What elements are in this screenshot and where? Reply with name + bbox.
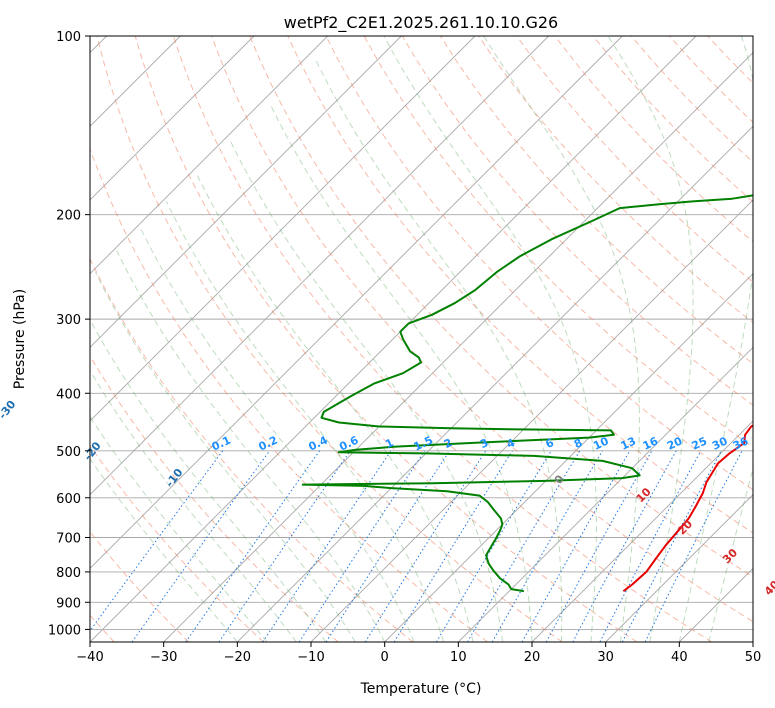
y-axis-label: Pressure (hPa) <box>12 289 28 389</box>
x-tick-label: 50 <box>745 650 762 665</box>
y-tick-label: 600 <box>56 492 81 507</box>
y-tick-label: 500 <box>56 445 81 460</box>
x-tick-label: −20 <box>224 650 251 665</box>
mixing-ratio-line <box>298 450 426 642</box>
dewpoint-line <box>301 194 753 593</box>
isotherm-line <box>531 420 753 642</box>
sounding-series <box>301 194 753 593</box>
mixing-ratio-label: 30 <box>710 434 730 452</box>
mixing-ratio-line <box>218 450 351 642</box>
y-tick-label: 400 <box>56 387 81 402</box>
mixing-ratio-label: 10 <box>591 434 611 452</box>
moist-adiabat-line <box>483 36 640 642</box>
y-tick-label: 900 <box>56 596 81 611</box>
dry-adiabat-line <box>211 36 753 623</box>
dry-adiabat-line <box>249 36 753 578</box>
moist-adiabat-line <box>165 201 445 642</box>
isotherm-line <box>90 36 255 201</box>
moist-adiabat-line <box>139 226 415 642</box>
mixing-ratio-line <box>644 450 743 642</box>
isotherm-line <box>90 36 697 642</box>
moist-adiabat-line <box>90 369 297 642</box>
moist-adiabat-line <box>708 466 753 642</box>
mixing-ratio-label: 36 <box>731 434 751 452</box>
mixing-ratio-line <box>131 450 271 642</box>
x-tick-label: 10 <box>450 650 467 665</box>
moist-adiabat-line <box>229 140 503 642</box>
axes: −40 −30 −20 −10 0 10 20 30 40 50 100 200 300 400 500 60… <box>48 30 761 665</box>
y-tick-label: 800 <box>56 566 81 581</box>
mixing-ratio-line <box>545 450 653 642</box>
moist-adiabat-line <box>269 103 533 642</box>
moist-adiabat-line <box>95 271 356 642</box>
mixing-ratio-line <box>599 450 702 642</box>
y-tick-label: 300 <box>56 313 81 328</box>
x-tick-label: −10 <box>297 650 324 665</box>
moist-adiabat-line <box>315 60 563 642</box>
x-tick-label: −40 <box>76 650 103 665</box>
mixing-ratio-line <box>521 450 631 642</box>
x-tick-label: 0 <box>381 650 389 665</box>
moist-adiabat-line <box>678 36 753 642</box>
mixing-ratio-label: 13 <box>619 434 638 452</box>
mixing-ratio-line <box>262 450 392 642</box>
dry-adiabat-line <box>287 36 753 534</box>
dry-adiabat-line <box>96 36 563 642</box>
y-tick-label: 100 <box>56 30 81 45</box>
background-lines <box>90 36 753 642</box>
y-tick-label: 700 <box>56 532 81 547</box>
isotherm-line <box>90 36 476 422</box>
mixing-ratio-label: 25 <box>690 435 709 453</box>
moist-adiabat-line <box>195 172 474 642</box>
mixing-ratio-line <box>572 450 677 642</box>
plot-frame <box>89 35 754 643</box>
isotherm-line <box>90 36 402 348</box>
moist-adiabat-line <box>116 250 386 642</box>
isotherm-line <box>384 273 753 642</box>
isotherm-line <box>237 125 753 642</box>
dry-adiabat-line <box>325 36 753 491</box>
isotherm-line <box>163 52 753 642</box>
mixing-ratio-line <box>435 450 552 642</box>
moist-adiabat-line <box>90 457 238 642</box>
isotherm-line <box>90 36 549 496</box>
x-axis-label: Temperature (°C) <box>360 681 482 697</box>
moist-adiabat-line <box>90 415 268 642</box>
moist-adiabat-line <box>90 318 327 642</box>
dry-adiabat-line <box>90 444 264 642</box>
mixing-ratio-line <box>364 450 487 642</box>
x-tick-label: 20 <box>524 650 541 665</box>
mixing-ratio-label: 20 <box>665 434 685 452</box>
y-tick-label: 200 <box>56 209 81 224</box>
mixing-ratio-line <box>90 450 224 632</box>
x-tick-label: 40 <box>671 650 688 665</box>
dry-adiabat-line <box>516 36 753 283</box>
y-tick-label: 1000 <box>48 623 81 638</box>
isotherm-line <box>458 346 753 642</box>
mixing-ratio-line <box>325 450 451 642</box>
isotherm-line <box>90 36 623 569</box>
temperature-line <box>622 424 753 592</box>
moist-adiabat-line <box>607 36 694 642</box>
chart-title: wetPf2_C2E1.2025.261.10.10.G26 <box>284 13 558 33</box>
mixing-ratio-label: 16 <box>641 434 661 452</box>
moist-adiabat-line <box>383 36 597 642</box>
dry-adiabat-line <box>90 257 414 642</box>
dry-adiabat-line <box>90 354 339 642</box>
x-tick-label: 30 <box>597 650 614 665</box>
x-tick-label: −30 <box>150 650 177 665</box>
isotherm-line <box>605 494 753 642</box>
dry-adiabat-line <box>134 36 638 642</box>
mixing-ratio-line <box>185 450 321 642</box>
isotherm-line <box>90 36 328 275</box>
dry-adiabat-line <box>172 36 712 642</box>
